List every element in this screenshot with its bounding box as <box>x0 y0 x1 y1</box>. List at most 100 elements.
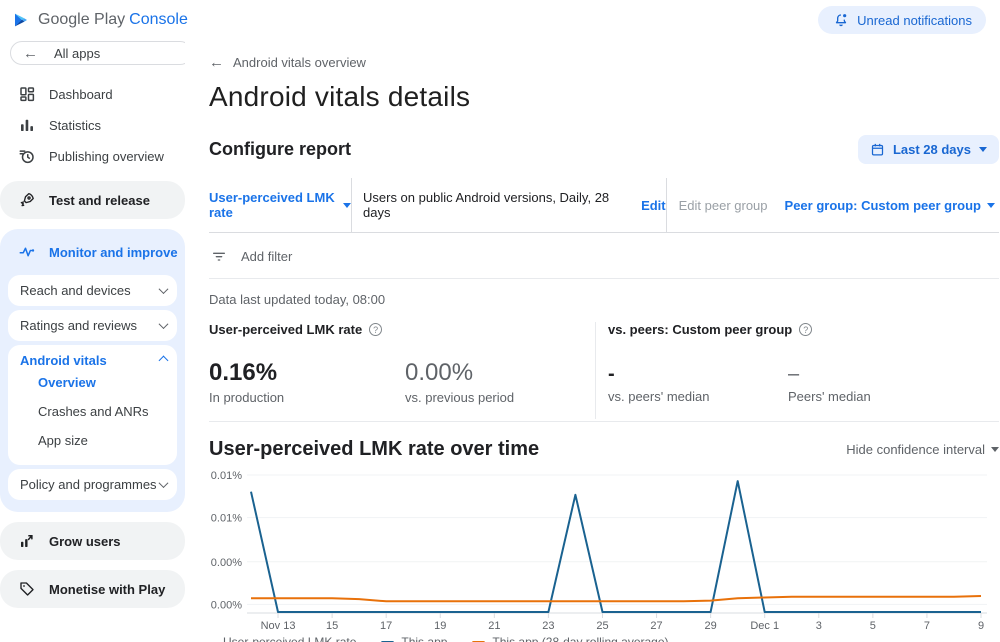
svg-text:9: 9 <box>978 620 984 632</box>
edit-scope-link[interactable]: Edit <box>641 198 666 213</box>
google-play-console-logo[interactable]: Google Play Console <box>12 9 188 31</box>
bar-chart-icon <box>21 119 33 131</box>
sidebar-section-monitor-and-improve: Monitor and improve Reach and devices Ra… <box>0 229 185 512</box>
peer-group-label: Peer group: Custom peer group <box>784 197 981 213</box>
dropdown-arrow-icon <box>979 147 987 152</box>
sidebar-section-label: Test and release <box>49 192 150 208</box>
bell-icon <box>835 14 847 27</box>
help-icon[interactable]: ? <box>369 323 383 336</box>
svg-text:25: 25 <box>596 620 608 632</box>
sidebar-item-app-size[interactable]: App size <box>20 426 167 455</box>
all-apps-back-button[interactable]: ← All apps <box>10 41 185 65</box>
svg-text:19: 19 <box>434 620 446 632</box>
breadcrumb[interactable]: ← Android vitals overview <box>209 54 999 71</box>
sidebar-item-label: Publishing overview <box>49 148 164 164</box>
sidebar-section-label: Monitor and improve <box>49 244 178 260</box>
peer-value-caption: vs. peers' median <box>608 389 710 404</box>
add-filter-label: Add filter <box>241 248 293 264</box>
sidebar-item-publishing-overview[interactable]: Publishing overview <box>0 141 185 171</box>
confidence-interval-toggle[interactable]: Hide confidence interval <box>846 442 999 457</box>
metric-delta-caption: vs. previous period <box>405 390 515 405</box>
sidebar-item-crashes-and-anrs[interactable]: Crashes and ANRs <box>20 397 167 426</box>
legend-label: This app <box>401 635 448 642</box>
logo-text-console: Console <box>129 11 188 28</box>
legend-item-this-app[interactable]: This app <box>381 635 447 642</box>
add-filter-button[interactable]: Add filter <box>209 233 999 278</box>
svg-text:17: 17 <box>380 620 392 632</box>
sidebar-item-vitals-overview[interactable]: Overview <box>20 368 167 397</box>
peer-value: - <box>608 363 615 385</box>
dropdown-arrow-icon <box>991 447 999 452</box>
edit-peer-group-link[interactable]: Edit peer group <box>679 198 768 213</box>
sidebar-item-label: Statistics <box>49 117 102 133</box>
page-title: Android vitals details <box>209 81 471 112</box>
svg-text:23: 23 <box>542 620 554 632</box>
legend-title: User-perceived LMK rate <box>223 635 357 642</box>
unread-notifications-label: Unread notifications <box>857 12 972 28</box>
sidebar-card-ratings-and-reviews[interactable]: Ratings and reviews <box>8 310 177 341</box>
dashboard-icon <box>20 87 35 102</box>
top-header: Google Play Console Unread notifications <box>0 0 1000 40</box>
sidebar-item-dashboard[interactable]: Dashboard <box>0 79 185 109</box>
unread-notifications-button[interactable]: Unread notifications <box>818 6 986 34</box>
help-icon[interactable]: ? <box>799 323 813 336</box>
configure-report-heading: Configure report <box>209 139 351 159</box>
metric-group-title: User-perceived LMK rate <box>209 322 363 337</box>
sidebar-card-reach-and-devices[interactable]: Reach and devices <box>8 275 177 306</box>
metrics-summary: User-perceived LMK rate ? 0.16% In produ… <box>209 322 999 422</box>
svg-text:27: 27 <box>650 620 662 632</box>
breadcrumb-label: Android vitals overview <box>233 55 366 70</box>
sidebar-card-android-vitals: Android vitals Overview Crashes and ANRs… <box>8 345 177 465</box>
metric-caption: In production <box>209 390 285 405</box>
confidence-interval-label: Hide confidence interval <box>846 442 985 457</box>
metric-dropdown[interactable]: User-perceived LMK rate <box>209 190 351 220</box>
legend-item-rolling-average[interactable]: This app (28-day rolling average) <box>472 635 669 642</box>
metric-value: 0.16% <box>209 359 278 386</box>
subitem-label: Crashes and ANRs <box>38 404 149 419</box>
main-content: ← Android vitals overview Android vitals… <box>185 40 1000 642</box>
sidebar-section-grow-users[interactable]: Grow users <box>0 522 185 560</box>
svg-text:29: 29 <box>705 620 717 632</box>
edit-link-label: Edit <box>641 197 666 213</box>
lmk-rate-line-chart[interactable]: 0.00% 0.00% 0.01% 0.01% Nov 13 15 17 19 21 23 25 27… <box>209 465 999 633</box>
rocket-icon <box>20 192 34 207</box>
subitem-label: App size <box>38 433 88 448</box>
divider <box>209 278 999 279</box>
android-vitals-header[interactable]: Android vitals <box>20 353 169 368</box>
date-range-button[interactable]: Last 28 days <box>857 135 999 164</box>
data-updated-text: Data last updated today, 08:00 <box>209 292 386 307</box>
card-label: Android vitals <box>20 353 107 368</box>
chart-legend: User-perceived LMK rate This app This ap… <box>209 635 999 642</box>
logo-text-google-play: Google Play <box>38 11 126 28</box>
legend-swatch-blue <box>381 640 395 642</box>
chart-section-title: User-perceived LMK rate over time <box>209 438 540 460</box>
dropdown-arrow-icon <box>987 202 995 208</box>
card-label: Reach and devices <box>20 283 131 298</box>
peer-group-dropdown[interactable]: Peer group: Custom peer group <box>785 198 995 213</box>
filter-icon <box>213 252 225 261</box>
monitor-and-improve-header[interactable]: Monitor and improve <box>6 237 179 271</box>
svg-text:3: 3 <box>816 620 822 632</box>
peer-group-title: vs. peers: Custom peer group <box>608 322 793 337</box>
sidebar-item-statistics[interactable]: Statistics <box>0 110 185 140</box>
peer-median-value: – <box>788 363 800 385</box>
sidebar-section-monetise[interactable]: Monetise with Play <box>0 570 185 608</box>
date-range-label: Last 28 days <box>892 142 971 157</box>
sidebar-card-policy-and-programmes[interactable]: Policy and programmes <box>8 469 177 500</box>
peer-median-caption: Peers' median <box>788 389 871 404</box>
sidebar-section-label: Monetise with Play <box>49 581 166 597</box>
back-arrow-icon: ← <box>209 54 224 71</box>
svg-text:0.01%: 0.01% <box>211 513 242 525</box>
chevron-down-icon <box>158 319 169 330</box>
play-logo-icon <box>15 13 27 27</box>
grow-users-icon <box>21 535 33 547</box>
card-label: Ratings and reviews <box>20 318 138 333</box>
publishing-overview-icon <box>19 150 34 164</box>
svg-text:15: 15 <box>326 620 338 632</box>
sidebar-section-label: Grow users <box>49 533 121 549</box>
legend-swatch-orange <box>472 640 486 642</box>
svg-text:21: 21 <box>488 620 500 632</box>
edit-peer-group-label: Edit peer group <box>678 197 768 213</box>
sidebar-item-label: Dashboard <box>49 86 113 102</box>
sidebar-section-test-and-release[interactable]: Test and release <box>0 181 185 219</box>
